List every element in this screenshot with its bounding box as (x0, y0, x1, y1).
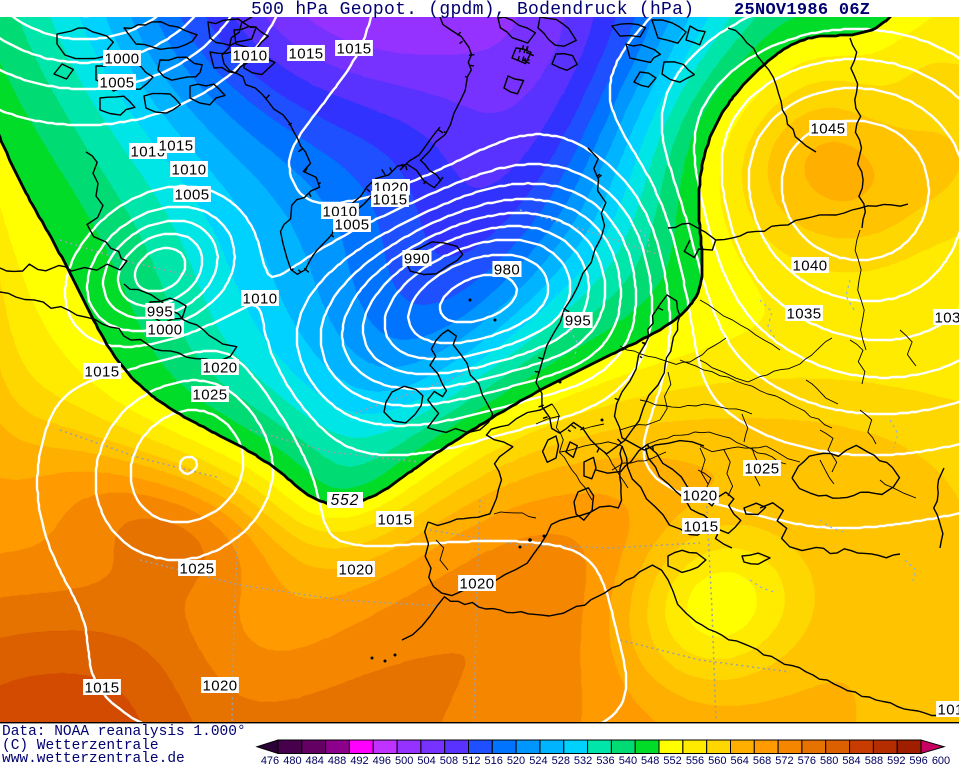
svg-text:564: 564 (731, 755, 749, 767)
svg-text:500 hPa Geopot. (gpdm), Bodend: 500 hPa Geopot. (gpdm), Bodendruck (hPa) (251, 0, 694, 20)
svg-text:520: 520 (507, 755, 525, 767)
svg-text:1005: 1005 (100, 74, 135, 91)
svg-text:1015: 1015 (938, 701, 959, 718)
svg-text:480: 480 (283, 755, 301, 767)
svg-text:524: 524 (529, 755, 547, 767)
svg-text:995: 995 (147, 303, 173, 320)
svg-text:488: 488 (328, 755, 346, 767)
svg-text:516: 516 (485, 755, 503, 767)
svg-text:1040: 1040 (793, 257, 828, 274)
svg-text:www.wetterzentrale.de: www.wetterzentrale.de (2, 751, 185, 767)
svg-text:484: 484 (306, 755, 324, 767)
svg-text:1015: 1015 (289, 45, 324, 62)
svg-text:504: 504 (417, 755, 435, 767)
svg-text:560: 560 (708, 755, 726, 767)
svg-text:1015: 1015 (85, 363, 120, 380)
svg-text:1010: 1010 (172, 161, 207, 178)
svg-text:1025: 1025 (193, 386, 228, 403)
svg-text:Data: NOAA reanalysis 1.000°: Data: NOAA reanalysis 1.000° (2, 724, 246, 740)
svg-text:980: 980 (494, 261, 520, 278)
svg-text:572: 572 (775, 755, 793, 767)
svg-text:552: 552 (663, 755, 681, 767)
svg-text:990: 990 (404, 250, 430, 267)
svg-text:496: 496 (373, 755, 391, 767)
svg-text:(C) Wetterzentrale: (C) Wetterzentrale (2, 738, 159, 754)
svg-text:25NOV1986 06Z: 25NOV1986 06Z (734, 1, 870, 20)
svg-text:1010: 1010 (131, 143, 166, 160)
svg-text:548: 548 (641, 755, 659, 767)
svg-text:1015: 1015 (373, 191, 408, 208)
svg-text:500: 500 (395, 755, 413, 767)
svg-text:584: 584 (842, 755, 860, 767)
svg-text:492: 492 (350, 755, 368, 767)
svg-text:1045: 1045 (811, 120, 846, 137)
svg-text:592: 592 (887, 755, 905, 767)
svg-text:540: 540 (619, 755, 637, 767)
svg-text:1020: 1020 (339, 561, 374, 578)
svg-text:532: 532 (574, 755, 592, 767)
svg-text:568: 568 (753, 755, 771, 767)
svg-text:536: 536 (596, 755, 614, 767)
svg-text:1005: 1005 (175, 186, 210, 203)
svg-text:1015: 1015 (85, 679, 120, 696)
svg-text:1025: 1025 (745, 460, 780, 477)
svg-text:528: 528 (552, 755, 570, 767)
svg-text:508: 508 (440, 755, 458, 767)
svg-text:1020: 1020 (460, 575, 495, 592)
svg-text:1020: 1020 (203, 677, 238, 694)
svg-text:476: 476 (261, 755, 279, 767)
svg-text:1015: 1015 (159, 137, 194, 154)
svg-text:995: 995 (565, 312, 591, 329)
svg-text:552: 552 (331, 492, 360, 509)
svg-text:1020: 1020 (683, 487, 718, 504)
svg-text:1015: 1015 (337, 40, 372, 57)
svg-text:576: 576 (798, 755, 816, 767)
svg-text:580: 580 (820, 755, 838, 767)
svg-text:1035: 1035 (787, 305, 822, 322)
svg-text:1015: 1015 (378, 511, 413, 528)
svg-text:512: 512 (462, 755, 480, 767)
svg-text:1005: 1005 (335, 216, 370, 233)
svg-text:556: 556 (686, 755, 704, 767)
svg-text:1035: 1035 (935, 309, 959, 326)
svg-text:588: 588 (865, 755, 883, 767)
svg-text:600: 600 (932, 755, 950, 767)
svg-text:596: 596 (909, 755, 927, 767)
svg-text:1000: 1000 (148, 321, 183, 338)
svg-text:1000: 1000 (105, 50, 140, 67)
svg-text:1010: 1010 (243, 290, 278, 307)
svg-text:1010: 1010 (233, 47, 268, 64)
svg-text:1025: 1025 (180, 560, 215, 577)
svg-text:1020: 1020 (203, 359, 238, 376)
svg-text:1015: 1015 (684, 518, 719, 535)
